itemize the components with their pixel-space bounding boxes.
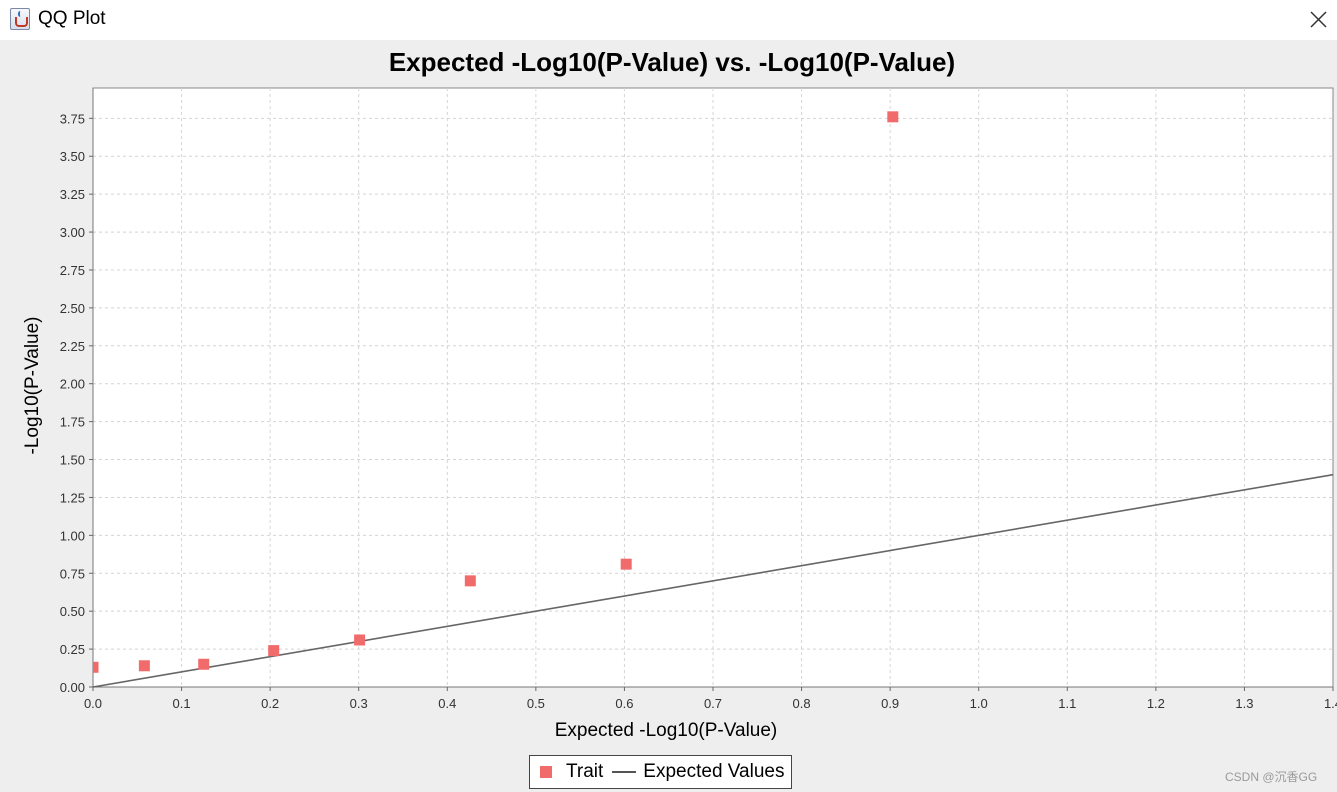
trait-point [464,575,476,587]
trait-point [138,660,150,672]
expected-values-series [92,473,1334,688]
expected-values-line [92,473,1334,688]
x-tick-label: 0.3 [350,696,368,711]
y-tick-label: 3.00 [60,225,85,240]
y-tick-label: 0.50 [60,604,85,619]
x-tick-label: 1.3 [1235,696,1253,711]
y-tick-label: 0.75 [60,566,85,581]
watermark: CSDN @沉香GG [1225,770,1318,784]
y-tick-label: 3.25 [60,187,85,202]
y-tick-label: 1.25 [60,490,85,505]
y-tick-label: 3.75 [60,111,85,126]
y-tick-label: 1.75 [60,415,85,430]
close-button[interactable] [1304,5,1332,33]
legend-expected-line [612,771,637,773]
plot-area [92,87,1334,688]
x-tick-label: 0.9 [881,696,899,711]
legend-expected-label: Expected Values [643,761,785,782]
x-tick-label: 0.1 [173,696,191,711]
x-tick-label: 0.7 [704,696,722,711]
x-tick-label: 1.1 [1058,696,1076,711]
window-titlebar: QQ Plot [0,0,1337,40]
trait-point [198,658,210,670]
window-title: QQ Plot [38,8,106,29]
x-tick-label: 1.4 [1324,696,1337,711]
trait-point [354,634,366,646]
x-tick-label: 0.6 [615,696,633,711]
java-cup-icon [10,8,30,30]
x-tick-label: 0.2 [261,696,279,711]
chart-legend: Trait Expected Values [529,755,793,789]
x-tick-label: 1.2 [1147,696,1165,711]
x-axis-ticks: 0.0 0.1 0.2 0.3 0.4 0.5 0.6 0.7 0.8 0.9 1.0 1.1 1.2 1… [84,687,1337,711]
y-tick-label: 1.50 [60,453,85,468]
y-tick-label: 1.00 [60,528,85,543]
x-tick-label: 0.5 [527,696,545,711]
x-axis-label: Expected -Log10(P-Value) [555,720,778,741]
trait-point [93,661,99,673]
legend-trait-label: Trait [566,761,604,782]
x-tick-label: 0.4 [438,696,456,711]
y-tick-label: 2.25 [60,339,85,354]
y-tick-label: 2.75 [60,263,85,278]
x-tick-label: 0.8 [793,696,811,711]
y-axis-label: -Log10(P-Value) [22,316,43,454]
chart-title: Expected -Log10(P-Value) vs. -Log10(P-Va… [388,47,956,77]
close-icon [1310,11,1327,28]
trait-point [268,645,280,657]
y-tick-label: 0.00 [60,680,85,695]
trait-point [887,111,899,123]
y-tick-label: 3.50 [60,149,85,164]
trait-point [620,558,632,570]
x-tick-label: 0.0 [84,696,102,711]
x-tick-label: 1.0 [970,696,988,711]
gridlines [93,88,1333,687]
legend-trait-swatch [540,766,552,778]
y-axis-ticks: 0.00 0.25 0.50 0.75 1.00 1.25 1.50 1.75 2.00 2.25… [60,111,93,695]
trait-series [93,111,899,673]
y-tick-label: 2.50 [60,301,85,316]
y-tick-label: 0.25 [60,642,85,657]
y-tick-label: 2.00 [60,377,85,392]
